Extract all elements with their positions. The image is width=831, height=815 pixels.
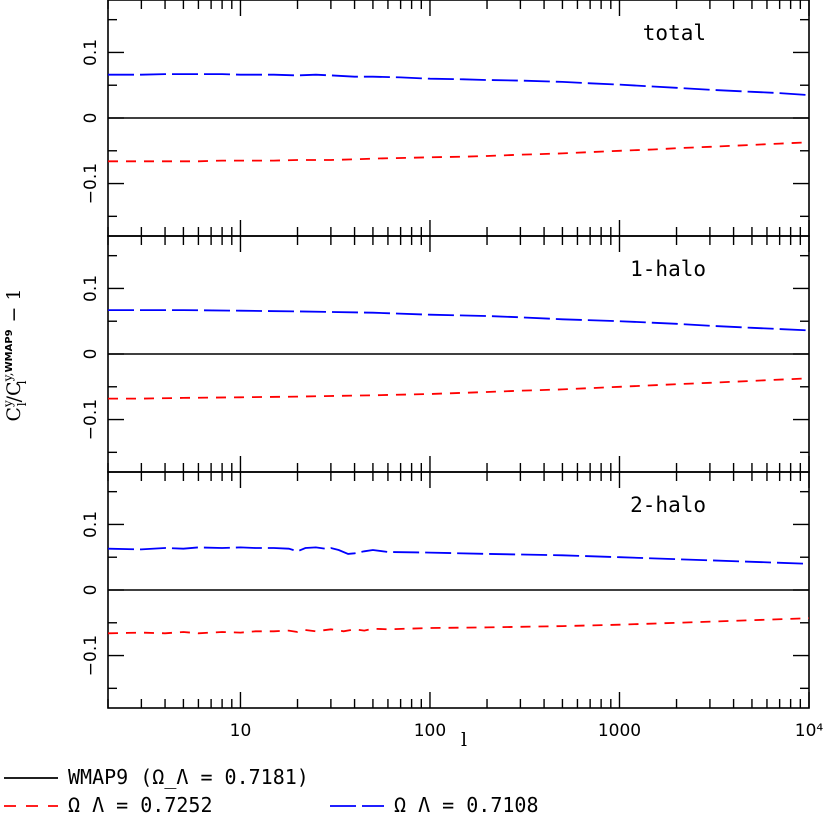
y-tick-label: 0 — [81, 585, 101, 596]
panel-total: 0.1 0 −0.1 total — [81, 0, 810, 237]
y-tick-label: 0.1 — [81, 39, 101, 66]
x-tick-label: 100 — [414, 721, 446, 741]
panel-label: total — [643, 21, 706, 45]
y-tick-label: 0 — [81, 349, 101, 360]
x-tick-label: 10⁴ — [795, 721, 824, 741]
series-line — [108, 141, 810, 163]
x-tick-label: 10 — [230, 721, 252, 741]
series-line — [107, 617, 810, 635]
y-tick-label: −0.1 — [81, 163, 101, 204]
series-line — [108, 377, 810, 400]
series-line — [108, 73, 810, 96]
y-tick-label: −0.1 — [81, 399, 101, 440]
y-tick-label: 0.1 — [81, 275, 101, 302]
series-line — [108, 309, 810, 332]
panel-1-halo: 0.1 0 −0.1 1-halo — [81, 235, 810, 473]
panels-group: 0.1 0 −0.1 total 0.1 0 −0.1 1-halo 0.1 0 −0.1 2-hal… — [81, 0, 810, 709]
x-tick-labels: 10 100 1000 10⁴ — [230, 721, 824, 741]
legend: WMAP9 (Ω_Λ = 0.7181) Ω_Λ = 0.7252 Ω_Λ = 0.… — [4, 765, 539, 815]
x-tick-label: 1000 — [598, 721, 641, 741]
svg-text:Cyl/Cy,WMAP9l − 1: Cyl/Cy,WMAP9l − 1 — [1, 288, 29, 421]
panel-label: 1-halo — [630, 257, 706, 281]
panel-2-halo: 0.1 0 −0.1 2-halo — [81, 471, 810, 709]
legend-label: Ω_Λ = 0.7252 — [68, 793, 213, 815]
series-line — [107, 546, 810, 565]
y-tick-label: −0.1 — [81, 635, 101, 676]
x-axis-title: l — [461, 729, 467, 751]
panel-label: 2-halo — [630, 493, 706, 517]
y-tick-label: 0 — [81, 113, 101, 124]
y-tick-label: 0.1 — [81, 511, 101, 538]
legend-label: Ω_Λ = 0.7108 — [394, 793, 539, 815]
legend-label: WMAP9 (Ω_Λ = 0.7181) — [68, 765, 309, 789]
y-axis-title: Cyl/Cy,WMAP9l − 1 — [1, 288, 29, 421]
